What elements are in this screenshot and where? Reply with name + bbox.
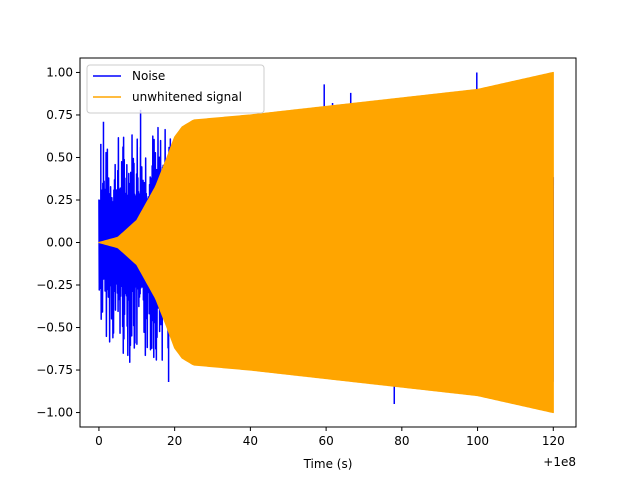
y-tick-label: −0.75 — [36, 363, 73, 377]
x-tick-label: 20 — [167, 434, 182, 448]
legend-label-noise: Noise — [132, 69, 165, 83]
x-tick-label: 60 — [318, 434, 333, 448]
y-tick-label: 0.00 — [46, 236, 73, 250]
x-tick-label: 100 — [466, 434, 489, 448]
x-tick-label: 120 — [542, 434, 565, 448]
x-axis-ticks: 0 20 40 60 80 100 120 — [95, 427, 565, 448]
x-axis-offset-label: +1e8 — [543, 455, 576, 469]
y-tick-label: −0.50 — [36, 321, 73, 335]
y-tick-label: 1.00 — [46, 65, 73, 79]
chart-legend: Noise unwhitened signal — [86, 64, 265, 114]
x-tick-label: 80 — [394, 434, 409, 448]
series-line-unwhitened-signal — [98, 71, 554, 414]
y-tick-label: 0.50 — [46, 150, 73, 164]
x-tick-label: 40 — [243, 434, 258, 448]
x-tick-label: 0 — [95, 434, 103, 448]
y-axis-ticks: −1.00 −0.75 −0.50 −0.25 0.00 0.25 0.50 0.75 1.00 — [36, 65, 80, 420]
y-tick-label: −0.25 — [36, 278, 73, 292]
y-tick-label: 0.25 — [46, 193, 73, 207]
plot-series-group — [98, 71, 555, 414]
legend-box — [86, 64, 265, 114]
y-tick-label: −1.00 — [36, 406, 73, 420]
y-tick-label: 0.75 — [46, 108, 73, 122]
x-axis-label: Time (s) — [303, 457, 353, 471]
legend-label-unwhitened-signal: unwhitened signal — [132, 90, 242, 104]
